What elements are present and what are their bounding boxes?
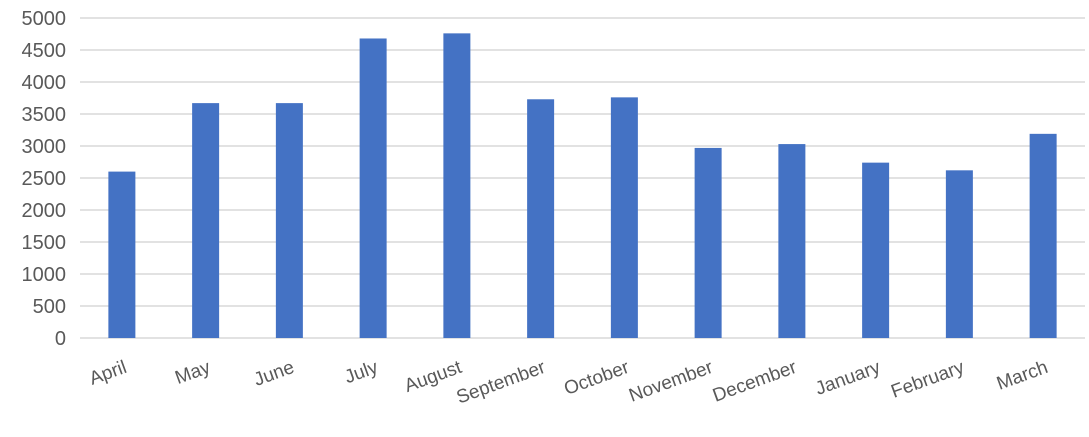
y-tick-label: 1000: [22, 264, 67, 286]
y-axis-tick-labels: 0 500 1000 1500 2000 2500 3000 3500 4000 4500 5000: [22, 8, 67, 350]
bar-july: [359, 38, 387, 338]
bars: [108, 33, 1057, 339]
bar-august: [443, 33, 471, 339]
y-tick-label: 500: [33, 296, 66, 318]
y-tick-label: 2000: [22, 200, 67, 222]
x-category-label: May: [172, 357, 213, 389]
x-category-label: April: [87, 357, 130, 390]
y-tick-label: 3000: [22, 136, 67, 158]
x-category-label: July: [342, 357, 381, 388]
bar-september: [527, 99, 555, 338]
gridlines: [80, 17, 1085, 339]
bar-january: [862, 162, 890, 338]
x-category-label: February: [888, 357, 967, 403]
y-tick-label: 1500: [22, 232, 67, 254]
bar-november: [694, 147, 722, 338]
y-tick-label: 4500: [22, 40, 67, 62]
bar-march: [1029, 133, 1057, 338]
bar-december: [778, 144, 806, 338]
x-category-label: November: [626, 357, 716, 407]
bar-june: [275, 103, 303, 339]
y-tick-label: 2500: [22, 168, 67, 190]
x-category-label: October: [561, 357, 632, 400]
x-category-label: December: [710, 357, 800, 407]
x-category-label: June: [251, 357, 297, 391]
y-tick-label: 3500: [22, 104, 67, 126]
bar-february: [945, 170, 973, 338]
y-tick-label: 4000: [22, 72, 67, 94]
y-tick-label: 5000: [22, 8, 67, 30]
x-category-label: September: [454, 357, 549, 409]
y-tick-label: 0: [55, 328, 66, 350]
x-category-label: January: [813, 357, 884, 400]
bar-october: [610, 97, 638, 338]
x-category-label: March: [994, 357, 1051, 395]
bar-april: [108, 171, 136, 338]
bar-may: [192, 103, 220, 339]
